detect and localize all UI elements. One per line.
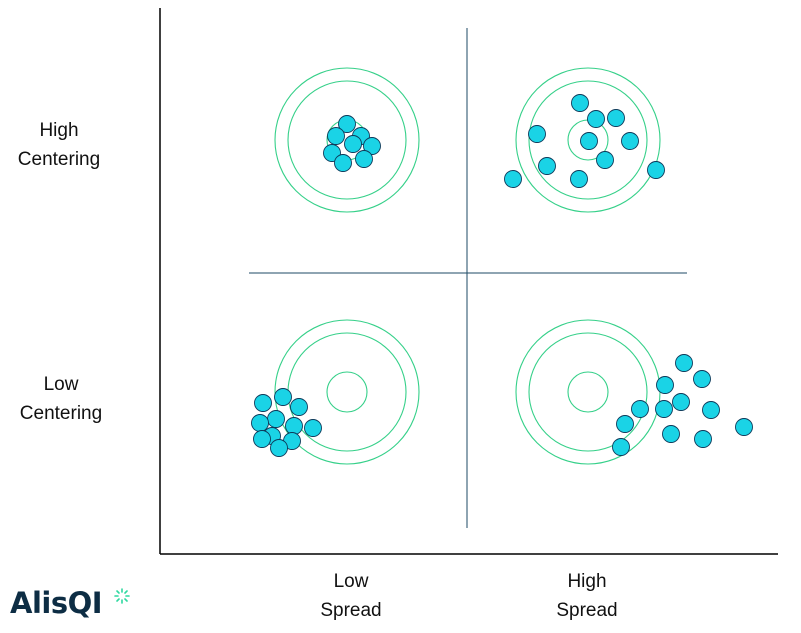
measurement-dot [580,132,598,150]
measurement-dot [693,370,711,388]
dots-high-centering-low-spread [323,115,381,172]
measurement-dot [251,414,269,432]
measurement-dot [587,110,605,128]
measurement-dot [596,151,614,169]
measurement-dot [662,425,680,443]
measurement-dot [655,400,673,418]
y-label-high-centering: High Centering [0,116,118,174]
measurement-dot [355,150,373,168]
alisqi-logo: AlisQI [10,586,130,626]
measurement-dot [675,354,693,372]
measurement-dot [253,430,271,448]
y-label-low-line2: Centering [19,403,103,424]
target-ring-3 [274,319,420,465]
logo-spark-icon [114,588,130,604]
target-ring-2 [287,80,407,200]
target-low-centering-high-spread [515,319,661,465]
target-ring-3 [274,67,420,213]
x-label-high-line1: High [567,571,607,592]
measurement-dot [285,417,303,435]
measurement-dot [290,398,308,416]
measurement-dot [735,418,753,436]
y-label-high-line1: High [39,120,79,141]
measurement-dot [270,439,288,457]
measurement-dot [621,132,639,150]
measurement-dot [694,430,712,448]
measurement-dot [528,125,546,143]
measurement-dot [267,410,285,428]
measurement-dot [538,157,556,175]
measurement-dot [631,400,649,418]
measurement-dot [338,115,356,133]
measurement-dot [702,401,720,419]
measurement-dot [571,94,589,112]
y-label-low-line1: Low [43,374,79,395]
target-ring-3 [515,67,661,213]
measurement-dot [254,394,272,412]
dots-low-centering-low-spread [251,388,322,457]
target-ring-2 [528,332,648,452]
measurement-dot [647,161,665,179]
measurement-dot [363,137,381,155]
measurement-dot [327,127,345,145]
x-label-low-line1: Low [333,571,369,592]
measurement-dot [616,415,634,433]
measurement-dot [274,388,292,406]
target-ring-1 [567,371,609,413]
y-label-low-centering: Low Centering [0,370,122,428]
measurement-dot [672,393,690,411]
target-ring-2 [528,80,648,200]
measurement-dot [334,154,352,172]
target-ring-3 [515,319,661,465]
dots-low-centering-high-spread [612,354,753,456]
measurement-dot [656,376,674,394]
y-label-high-line2: Centering [17,149,101,170]
measurement-dot [304,419,322,437]
logo-text: AlisQI [10,586,103,620]
target-ring-2 [287,332,407,452]
dots-high-centering-high-spread [504,94,665,188]
x-label-low-line2: Spread [320,600,382,621]
x-label-low-spread: Low Spread [300,567,402,625]
measurement-dot [504,170,522,188]
measurement-dot [570,170,588,188]
measurement-dot [607,109,625,127]
measurement-dot [612,438,630,456]
target-ring-1 [326,371,368,413]
x-label-high-line2: Spread [556,600,618,621]
x-label-high-spread: High Spread [536,567,638,625]
measurement-dot [344,135,362,153]
